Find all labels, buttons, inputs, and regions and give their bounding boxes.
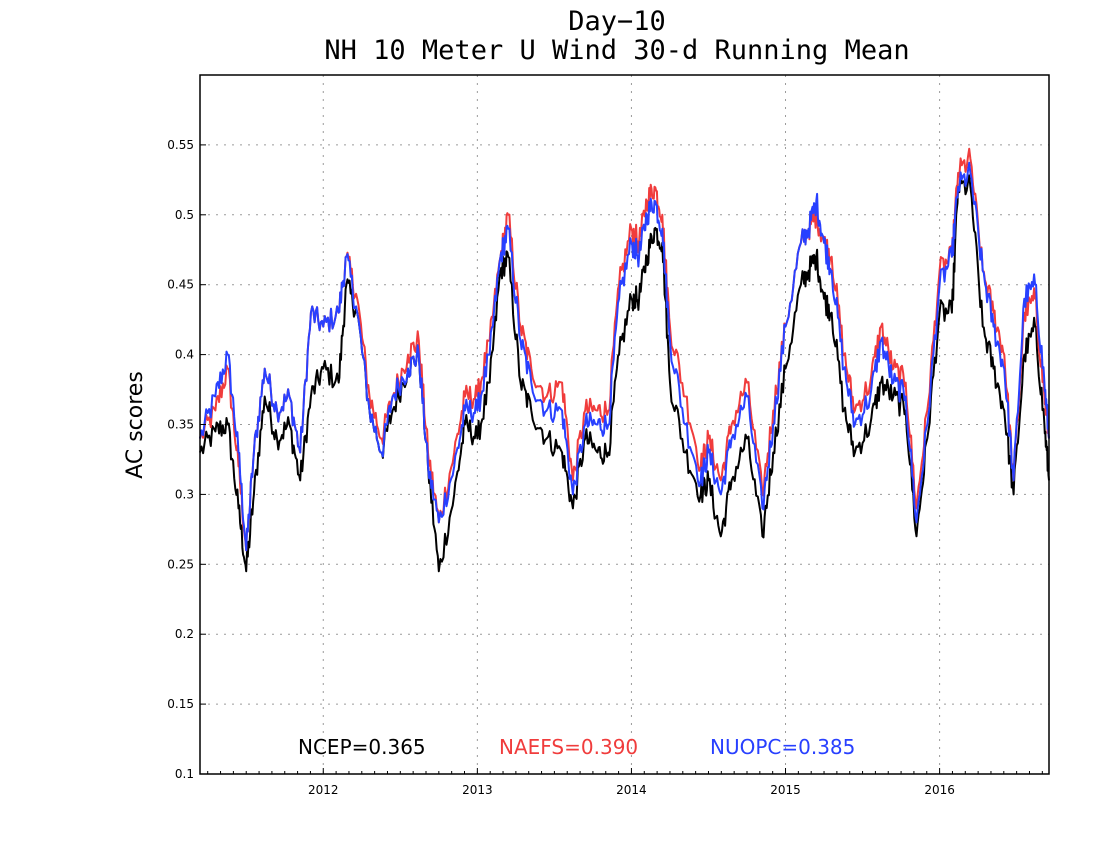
x-tick-label: 2014 (616, 783, 647, 797)
chart-subtitle: NH 10 Meter U Wind 30-d Running Mean (324, 35, 909, 66)
x-tick-label: 2013 (462, 783, 493, 797)
axis-ticks: 0.1 0.15 0.2 0.25 0.3 0.35 0.4 0.45 0.5 0.55 2012 2… (167, 138, 1043, 797)
ncep-score-label: NCEP=0.365 (298, 735, 426, 759)
y-tick-label: 0.2 (175, 627, 194, 641)
nuopc-score-label: NUOPC=0.385 (710, 735, 855, 759)
y-tick-label: 0.35 (167, 418, 194, 432)
y-tick-label: 0.25 (167, 557, 194, 571)
chart-title: Day−10 (568, 6, 666, 37)
y-tick-label: 0.1 (175, 767, 194, 781)
y-tick-label: 0.5 (175, 208, 194, 222)
grid-lines (200, 75, 1049, 774)
x-tick-label: 2012 (308, 783, 339, 797)
x-tick-label: 2015 (770, 783, 801, 797)
series-line-nuopc (199, 161, 1050, 552)
series-line-ncep (199, 174, 1050, 573)
x-tick-label: 2016 (924, 783, 955, 797)
y-tick-label: 0.3 (175, 487, 194, 501)
y-tick-label: 0.15 (167, 697, 194, 711)
y-axis-label: AC scores (123, 371, 148, 479)
series-lines (199, 147, 1050, 573)
y-tick-label: 0.55 (167, 138, 194, 152)
y-tick-label: 0.4 (175, 348, 194, 362)
naefs-score-label: NAEFS=0.390 (499, 735, 638, 759)
y-tick-label: 0.45 (167, 278, 194, 292)
